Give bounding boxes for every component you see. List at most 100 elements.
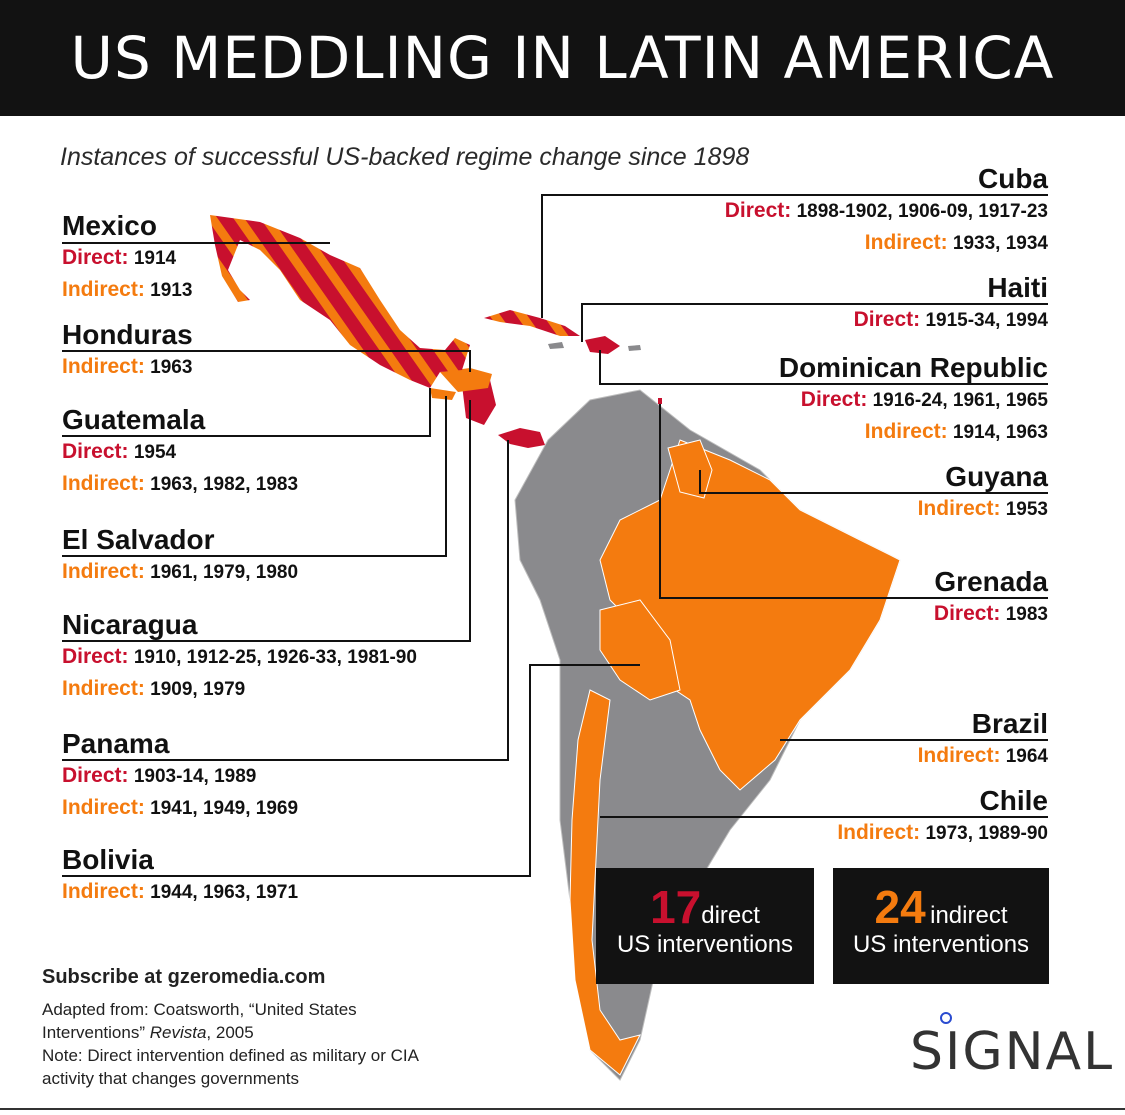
label-panama: Panama Direct: 1903-14, 1989 Indirect: 1…: [62, 728, 298, 824]
leader-line-dominican-republic: [599, 350, 1048, 385]
direct-label: Direct:: [62, 764, 129, 787]
grenada-direct-years: 1983: [1005, 604, 1048, 625]
cuba-direct: Direct: 1898-1902, 1906-09, 1917-23: [725, 195, 1048, 227]
leader-line-nicaragua: [62, 400, 471, 642]
country-name-honduras: Honduras: [62, 319, 193, 350]
direct-total-line1: 17direct: [596, 884, 814, 930]
country-name-brazil: Brazil: [971, 708, 1048, 739]
label-dominican-republic: Dominican Republic Direct: 1916-24, 1961…: [779, 352, 1048, 448]
panama-shape: [498, 428, 545, 448]
country-name-guatemala: Guatemala: [62, 404, 206, 435]
label-grenada: Grenada Direct: 1983: [934, 566, 1048, 630]
indirect-total-box: 24 indirect US interventions: [833, 868, 1049, 984]
indirect-label: Indirect:: [62, 677, 145, 700]
indirect-label: Indirect:: [864, 231, 948, 254]
source-line-2c: , 2005: [206, 1023, 254, 1042]
direct-label: Direct:: [62, 440, 129, 463]
nicaragua-direct-years: 1910, 1912-25, 1926-33, 1981-90: [133, 647, 417, 668]
nicaragua-direct: Direct: 1910, 1912-25, 1926-33, 1981-90: [62, 641, 417, 673]
panama-indirect-years: 1941, 1949, 1969: [150, 798, 299, 819]
indirect-label: Indirect:: [864, 420, 948, 443]
el-salvador-indirect: Indirect: 1961, 1979, 1980: [62, 556, 298, 588]
honduras-shape: [440, 368, 492, 392]
cuba-indirect: Indirect: 1933, 1934: [725, 227, 1048, 259]
indirect-total-line2: US interventions: [852, 931, 1030, 958]
guatemala-indirect-years: 1963, 1982, 1983: [150, 474, 299, 495]
brazil-indirect-years: 1964: [1005, 746, 1048, 767]
chile-shape: [569, 689, 641, 1076]
indirect-label: Indirect:: [62, 880, 145, 903]
label-cuba: Cuba Direct: 1898-1902, 1906-09, 1917-23…: [725, 163, 1048, 259]
mexico-shape: [210, 215, 470, 388]
country-name-el-salvador: El Salvador: [62, 524, 215, 555]
direct-total-unit: direct: [701, 902, 760, 929]
guyana-indirect-years: 1953: [1005, 499, 1048, 520]
dominican-republic-direct-years: 1916-24, 1961, 1965: [872, 390, 1048, 411]
dominican-republic-indirect-years: 1914, 1963: [952, 422, 1048, 443]
direct-label: Direct:: [724, 199, 792, 222]
guatemala-indirect: Indirect: 1963, 1982, 1983: [62, 468, 298, 500]
note-line-1: Note: Direct intervention defined as mil…: [42, 1046, 419, 1065]
cuba-direct-years: 1898-1902, 1906-09, 1917-23: [796, 201, 1048, 222]
label-brazil: Brazil Indirect: 1964: [918, 708, 1048, 772]
direct-label: Direct:: [62, 246, 129, 269]
country-name-dominican-republic: Dominican Republic: [778, 352, 1048, 383]
subscribe-text: Subscribe at gzeromedia.com: [42, 966, 326, 988]
indirect-label: Indirect:: [62, 355, 145, 378]
page-title: US MEDDLING IN LATIN AMERICA: [70, 24, 1055, 92]
cuba-indirect-years: 1933, 1934: [952, 233, 1048, 254]
source-line-2: Interventions” Revista, 2005: [42, 1021, 419, 1044]
brazil-shape: [599, 439, 901, 791]
indirect-label: Indirect:: [62, 278, 145, 301]
note-line-2: activity that changes governments: [42, 1069, 300, 1088]
bolivia-shape: [599, 599, 681, 701]
direct-label: Direct:: [933, 602, 1001, 625]
direct-total-count: 17: [650, 881, 702, 933]
label-nicaragua: Nicaragua Direct: 1910, 1912-25, 1926-33…: [62, 609, 417, 705]
country-name-nicaragua: Nicaragua: [62, 609, 198, 640]
indirect-total-unit: indirect: [930, 902, 1008, 929]
grenada-direct: Direct: 1983: [934, 598, 1048, 630]
leader-line-grenada: [659, 404, 1048, 599]
chile-indirect-years: 1973, 1989-90: [925, 823, 1048, 844]
indirect-total-line1: 24 indirect: [833, 884, 1049, 930]
nicaragua-indirect: Indirect: 1909, 1979: [62, 673, 417, 705]
mexico-indirect-years: 1913: [150, 280, 193, 301]
grenada-shape: [658, 398, 662, 404]
honduras-indirect-years: 1963: [150, 357, 193, 378]
brazil-indirect: Indirect: 1964: [918, 740, 1048, 772]
direct-total-line2: US interventions: [616, 931, 794, 958]
leader-line-el-salvador: [62, 396, 447, 557]
label-mexico: Mexico Direct: 1914 Indirect: 1913: [62, 210, 192, 306]
label-haiti: Haiti Direct: 1915-34, 1994: [854, 272, 1048, 336]
country-name-haiti: Haiti: [987, 272, 1048, 303]
indirect-label: Indirect:: [917, 744, 1001, 767]
direct-label: Direct:: [853, 308, 921, 331]
country-name-grenada: Grenada: [934, 566, 1048, 597]
label-el-salvador: El Salvador Indirect: 1961, 1979, 1980: [62, 524, 298, 588]
bottom-rule: [0, 1108, 1125, 1110]
guyana-indirect: Indirect: 1953: [918, 493, 1048, 525]
nicaragua-indirect-years: 1909, 1979: [150, 679, 246, 700]
country-name-chile: Chile: [979, 785, 1048, 816]
chile-indirect: Indirect: 1973, 1989-90: [837, 817, 1048, 849]
title-bar: US MEDDLING IN LATIN AMERICA: [0, 0, 1125, 116]
indirect-label: Indirect:: [917, 497, 1001, 520]
signal-logo-dot: [940, 1012, 952, 1024]
leader-line-honduras: [62, 350, 471, 372]
puerto-rico-shape: [628, 345, 641, 351]
label-guyana: Guyana Indirect: 1953: [918, 461, 1048, 525]
el-salvador-indirect-years: 1961, 1979, 1980: [150, 562, 299, 583]
indirect-label: Indirect:: [837, 821, 921, 844]
country-name-mexico: Mexico: [62, 210, 157, 241]
haiti-dr-shape: [585, 336, 620, 354]
indirect-label: Indirect:: [62, 560, 145, 583]
leader-line-guatemala: [62, 388, 431, 437]
country-name-bolivia: Bolivia: [62, 844, 154, 875]
country-name-panama: Panama: [62, 728, 170, 759]
bolivia-indirect-years: 1944, 1963, 1971: [150, 882, 299, 903]
dominican-republic-indirect: Indirect: 1914, 1963: [779, 416, 1048, 448]
leader-line-cuba: [541, 194, 1048, 318]
mexico-direct: Direct: 1914: [62, 242, 192, 274]
country-name-cuba: Cuba: [978, 163, 1048, 194]
